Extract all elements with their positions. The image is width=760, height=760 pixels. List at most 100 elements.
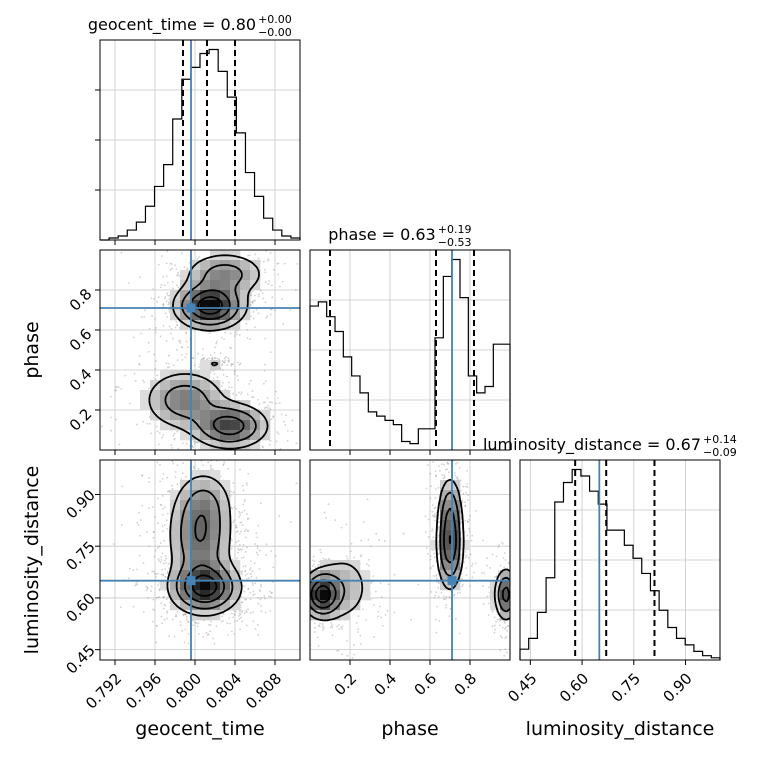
sample-point [247, 587, 250, 590]
sample-point [226, 622, 229, 625]
density-cell [200, 420, 211, 431]
sample-point [192, 619, 194, 622]
sample-point [245, 598, 248, 601]
sample-point [153, 353, 155, 356]
sample-point [181, 346, 183, 348]
sample-point [296, 589, 298, 591]
sample-point [160, 573, 163, 576]
sample-point [152, 608, 154, 611]
sample-point [439, 469, 441, 472]
sample-point [277, 432, 280, 435]
sample-point [491, 553, 494, 556]
sample-point [154, 360, 157, 362]
sample-point [346, 654, 349, 657]
sample-point [148, 327, 151, 330]
sample-point [250, 315, 252, 318]
sample-point [345, 523, 348, 526]
sample-point [160, 602, 163, 605]
sample-point [464, 556, 467, 559]
sample-point [511, 580, 513, 582]
sample-point [216, 376, 219, 379]
sample-point [454, 445, 456, 447]
density-cell [160, 370, 171, 381]
density-cell [230, 270, 241, 281]
sample-point [146, 572, 149, 575]
contour-level-1 [164, 264, 257, 443]
sample-point [340, 526, 343, 529]
sample-point [244, 570, 247, 573]
sample-point [271, 401, 273, 404]
sample-point [272, 566, 275, 569]
density-cell [160, 380, 171, 391]
density-cell [460, 540, 471, 551]
sample-point [301, 587, 303, 589]
sample-point [460, 521, 463, 523]
sample-point [249, 591, 252, 594]
sample-point [448, 615, 451, 618]
sample-point [172, 434, 175, 437]
sample-point [196, 258, 199, 260]
sample-point [255, 576, 258, 579]
sample-point [455, 477, 458, 480]
sample-point [163, 595, 166, 598]
density-cell [230, 250, 241, 261]
sample-point [154, 572, 156, 575]
density-cell [170, 550, 181, 561]
sample-point [127, 282, 130, 284]
frame [519, 459, 721, 661]
sample-point [278, 402, 281, 405]
sample-point [429, 558, 432, 561]
sample-point [461, 585, 464, 588]
sample-point [158, 432, 161, 434]
density-cell [230, 410, 241, 421]
sample-point [224, 331, 226, 334]
sample-point [248, 383, 251, 385]
density-cell [170, 580, 181, 591]
sample-point [157, 596, 160, 599]
sample-point [375, 532, 378, 535]
sample-point [461, 583, 464, 586]
sample-point [289, 611, 291, 613]
sample-point [238, 334, 241, 336]
panel-content [100, 250, 300, 450]
sample-point [465, 574, 468, 577]
sample-point [254, 253, 257, 256]
sample-point [330, 624, 333, 627]
sample-point [314, 626, 316, 629]
sample-point [244, 536, 247, 539]
sample-point [187, 620, 189, 623]
sample-point [508, 562, 510, 564]
sample-point [238, 532, 241, 535]
sample-point [247, 472, 250, 475]
sample-point [237, 547, 240, 550]
density-cell [210, 590, 221, 601]
density-cell [240, 430, 251, 441]
sample-point [236, 361, 239, 364]
density-cell [220, 570, 231, 581]
sample-point [257, 524, 260, 527]
sample-point [362, 608, 364, 611]
sample-point [236, 375, 239, 377]
sample-point [306, 603, 308, 605]
sample-point [197, 467, 200, 470]
sample-point [176, 611, 179, 614]
sample-point [262, 297, 265, 300]
sample-point [249, 379, 252, 382]
density-cell [230, 580, 241, 591]
sample-point [461, 578, 463, 580]
density-cell [180, 390, 191, 401]
density-cell [210, 580, 221, 591]
sample-point [329, 626, 332, 629]
density-cell [220, 270, 231, 281]
title-err-minus: −0.00 [258, 26, 292, 39]
sample-point [258, 588, 261, 591]
sample-point [147, 350, 150, 353]
sample-point [162, 434, 165, 436]
sample-point [237, 539, 240, 542]
sample-point [170, 444, 173, 447]
density-cell [170, 410, 181, 421]
sample-point [465, 491, 467, 494]
sample-point [430, 591, 433, 593]
sample-point [187, 621, 190, 623]
sample-point [528, 553, 530, 555]
